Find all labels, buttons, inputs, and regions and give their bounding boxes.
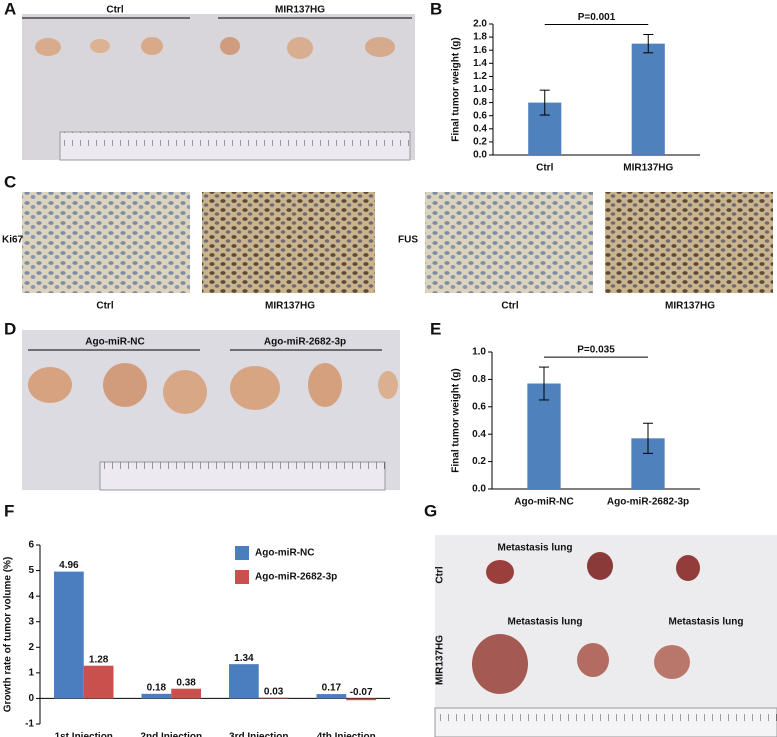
x-tick-label: Ago-miR-2682-3p <box>607 497 689 508</box>
annotation: Metastasis lung <box>507 617 582 628</box>
y-tick-label: 3 <box>28 616 34 627</box>
panel-letter: E <box>430 319 441 338</box>
bar <box>83 665 114 699</box>
row-label: Ctrl <box>435 566 446 583</box>
group-label: MIR137HG <box>275 5 325 16</box>
y-tick-label: 1.4 <box>473 58 487 69</box>
y-tick-label: 0 <box>28 693 34 704</box>
y-tick-label: 1.0 <box>473 84 487 95</box>
group-label: Ctrl <box>106 5 123 16</box>
p-value: P=0.035 <box>577 345 615 356</box>
annotation: Metastasis lung <box>668 617 743 628</box>
data-label: 0.03 <box>264 686 284 697</box>
y-tick-label: 0.8 <box>472 374 486 385</box>
micrograph <box>202 192 375 293</box>
stain-label: Ki67 <box>2 235 24 246</box>
bar <box>141 693 172 699</box>
bar <box>258 697 289 699</box>
y-tick-label: 5 <box>28 565 34 576</box>
panel-a-photo <box>22 14 415 161</box>
y-tick-label: 6 <box>28 540 34 551</box>
y-tick-label: 2.0 <box>473 19 487 30</box>
legend-label: Ago-miR-NC <box>255 548 314 559</box>
bar <box>346 698 376 701</box>
y-tick-label: 0.2 <box>472 456 486 467</box>
data-label: 4.96 <box>59 560 79 571</box>
micrograph <box>22 192 190 293</box>
x-tick-label: Ctrl <box>536 163 553 174</box>
p-value: P=0.001 <box>578 12 616 23</box>
x-tick-label: 2nd Injection <box>140 732 202 737</box>
panel-letter: D <box>4 319 16 338</box>
y-tick-label: 1.0 <box>472 347 486 358</box>
panel-letter: C <box>4 172 16 191</box>
y-axis-label: Growth rate of tumor volume (%) <box>3 557 14 713</box>
y-tick-label: 0.8 <box>473 97 487 108</box>
micrograph <box>605 192 773 293</box>
x-tick-label: MIR137HG <box>623 163 673 174</box>
row-label: MIR137HG <box>435 635 446 685</box>
bar <box>631 43 665 155</box>
micrograph <box>425 192 593 293</box>
x-tick-label: 4th Injection <box>317 732 376 737</box>
panel-g-photo <box>434 535 777 737</box>
y-tick-label: 1.2 <box>473 71 487 82</box>
y-tick-label: 1.8 <box>473 32 487 43</box>
data-label: -0.07 <box>350 687 373 698</box>
y-tick-label: 2 <box>28 642 34 653</box>
group-label: Ago-miR-NC <box>85 337 144 348</box>
y-tick-label: 1.6 <box>473 45 487 56</box>
y-tick-label: 0.6 <box>473 110 487 121</box>
bar <box>527 383 561 489</box>
y-tick-label: 0.0 <box>473 150 487 161</box>
y-tick-label: 0.4 <box>473 123 487 134</box>
y-tick-label: 4 <box>28 591 34 602</box>
caption: MIR137HG <box>665 301 715 312</box>
caption: MIR137HG <box>265 301 315 312</box>
panel-letter: F <box>4 501 14 520</box>
x-tick-label: 3rd Injection <box>229 732 288 737</box>
stain-label: FUS <box>398 235 418 246</box>
y-tick-label: 0.2 <box>473 137 487 148</box>
y-tick-label: 0.4 <box>472 429 486 440</box>
y-tick-label: 0.0 <box>472 484 486 495</box>
y-axis-label: Final tumor weight (g) <box>451 37 462 141</box>
y-tick-label: 0.6 <box>472 401 486 412</box>
annotation: Metastasis lung <box>497 543 572 554</box>
legend-label: Ago-miR-2682-3p <box>255 572 337 583</box>
caption: Ctrl <box>96 301 113 312</box>
data-label: 0.38 <box>176 677 196 688</box>
bar <box>171 688 201 699</box>
y-axis-label: Final tumor weight (g) <box>451 368 462 472</box>
data-label: 0.18 <box>147 682 167 693</box>
bar <box>54 571 84 699</box>
panel-d-photo <box>22 330 400 491</box>
bar <box>229 664 259 699</box>
data-label: 1.28 <box>89 654 109 665</box>
legend-swatch <box>235 546 249 560</box>
data-label: 1.34 <box>234 653 254 664</box>
panel-letter: G <box>424 501 437 520</box>
panel-letter: A <box>4 0 16 18</box>
caption: Ctrl <box>501 301 518 312</box>
group-label: Ago-miR-2682-3p <box>264 337 346 348</box>
panel-letter: B <box>430 0 442 18</box>
legend-swatch <box>235 570 249 584</box>
bar <box>316 694 347 699</box>
x-tick-label: Ago-miR-NC <box>514 497 573 508</box>
data-label: 0.17 <box>322 683 342 694</box>
y-tick-label: -1 <box>25 719 34 730</box>
x-tick-label: 1st Injection <box>55 732 113 737</box>
y-tick-label: 1 <box>28 667 34 678</box>
